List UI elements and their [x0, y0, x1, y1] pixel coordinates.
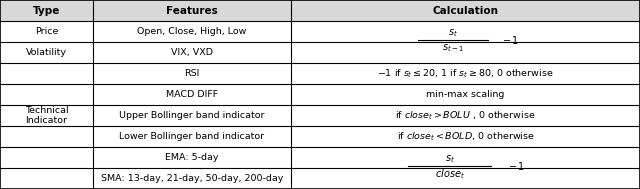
- Text: RSI: RSI: [184, 69, 200, 78]
- Text: Type: Type: [33, 5, 60, 15]
- Text: if $\mathit{close}_t < \mathit{BOLD}$, 0 otherwise: if $\mathit{close}_t < \mathit{BOLD}$, 0…: [397, 130, 534, 143]
- Text: $-1$ if $s_t \leq 20$, $1$ if $s_t \geq 80$, $0$ otherwise: $-1$ if $s_t \leq 20$, $1$ if $s_t \geq …: [378, 67, 554, 80]
- Text: Lower Bollinger band indicator: Lower Bollinger band indicator: [120, 132, 264, 141]
- Text: if $\mathit{close}_t > \mathit{BOLU}$ , 0 otherwise: if $\mathit{close}_t > \mathit{BOLU}$ , …: [396, 109, 536, 122]
- Text: Price: Price: [35, 27, 58, 36]
- Text: Technical
Indicator: Technical Indicator: [24, 106, 68, 125]
- Bar: [292, 147, 639, 189]
- Text: VIX, VXD: VIX, VXD: [171, 48, 213, 57]
- Text: $\mathit{close}_t$: $\mathit{close}_t$: [435, 167, 465, 181]
- Text: $-\,1$: $-\,1$: [502, 34, 519, 46]
- Text: MACD DIFF: MACD DIFF: [166, 90, 218, 99]
- Text: $s_t$: $s_t$: [445, 154, 454, 165]
- Text: Calculation: Calculation: [433, 5, 499, 15]
- Text: Features: Features: [166, 5, 218, 15]
- Text: $s_{t-1}$: $s_{t-1}$: [442, 42, 463, 53]
- Bar: [292, 21, 639, 63]
- Bar: [0, 0, 640, 21]
- Text: $-\,1$: $-\,1$: [508, 160, 525, 172]
- Text: Upper Bollinger band indicator: Upper Bollinger band indicator: [119, 111, 265, 120]
- Text: Volatility: Volatility: [26, 48, 67, 57]
- Text: min-max scaling: min-max scaling: [426, 90, 505, 99]
- Text: EMA: 5-day: EMA: 5-day: [165, 153, 219, 162]
- Text: SMA: 13-day, 21-day, 50-day, 200-day: SMA: 13-day, 21-day, 50-day, 200-day: [101, 174, 283, 183]
- Text: $s_t$: $s_t$: [448, 28, 458, 39]
- Text: Open, Close, High, Low: Open, Close, High, Low: [138, 27, 246, 36]
- Bar: [1, 63, 92, 168]
